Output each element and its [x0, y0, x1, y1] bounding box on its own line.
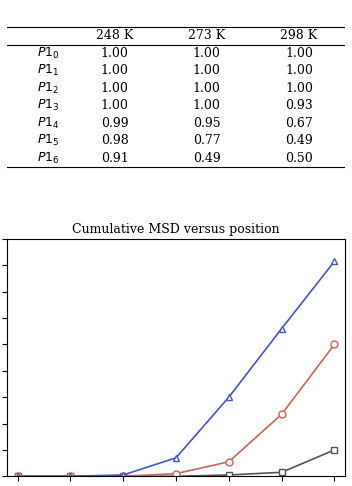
Text: $P1_2$: $P1_2$: [37, 81, 59, 96]
Text: $P1_0$: $P1_0$: [37, 46, 59, 61]
Text: $P1_1$: $P1_1$: [37, 63, 59, 78]
Text: 1.00: 1.00: [101, 82, 128, 95]
Text: 1.00: 1.00: [285, 47, 313, 60]
Text: $P1_5$: $P1_5$: [37, 133, 59, 148]
Text: 1.00: 1.00: [193, 47, 221, 60]
Text: 0.95: 0.95: [193, 117, 221, 130]
Text: 1.00: 1.00: [101, 47, 128, 60]
Text: 298 K: 298 K: [280, 29, 318, 42]
Text: 1.00: 1.00: [285, 82, 313, 95]
Text: 0.67: 0.67: [285, 117, 313, 130]
Text: 1.00: 1.00: [193, 99, 221, 112]
Text: 1.00: 1.00: [101, 99, 128, 112]
Text: 273 K: 273 K: [188, 29, 225, 42]
Text: 0.99: 0.99: [101, 117, 128, 130]
Text: 1.00: 1.00: [285, 64, 313, 77]
Text: 1.00: 1.00: [193, 82, 221, 95]
Text: 0.91: 0.91: [101, 152, 128, 165]
Text: $P1_4$: $P1_4$: [37, 116, 59, 131]
Text: 248 K: 248 K: [96, 29, 133, 42]
Text: 0.49: 0.49: [193, 152, 221, 165]
Text: 0.49: 0.49: [285, 135, 313, 147]
Text: $P1_6$: $P1_6$: [37, 151, 59, 166]
Text: 0.77: 0.77: [193, 135, 221, 147]
Text: 0.98: 0.98: [101, 135, 128, 147]
Text: 1.00: 1.00: [101, 64, 128, 77]
Text: 0.93: 0.93: [285, 99, 313, 112]
Text: $P1_3$: $P1_3$: [37, 98, 59, 113]
Text: 1.00: 1.00: [193, 64, 221, 77]
Text: 0.50: 0.50: [285, 152, 313, 165]
Title: Cumulative MSD versus position: Cumulative MSD versus position: [72, 224, 280, 237]
